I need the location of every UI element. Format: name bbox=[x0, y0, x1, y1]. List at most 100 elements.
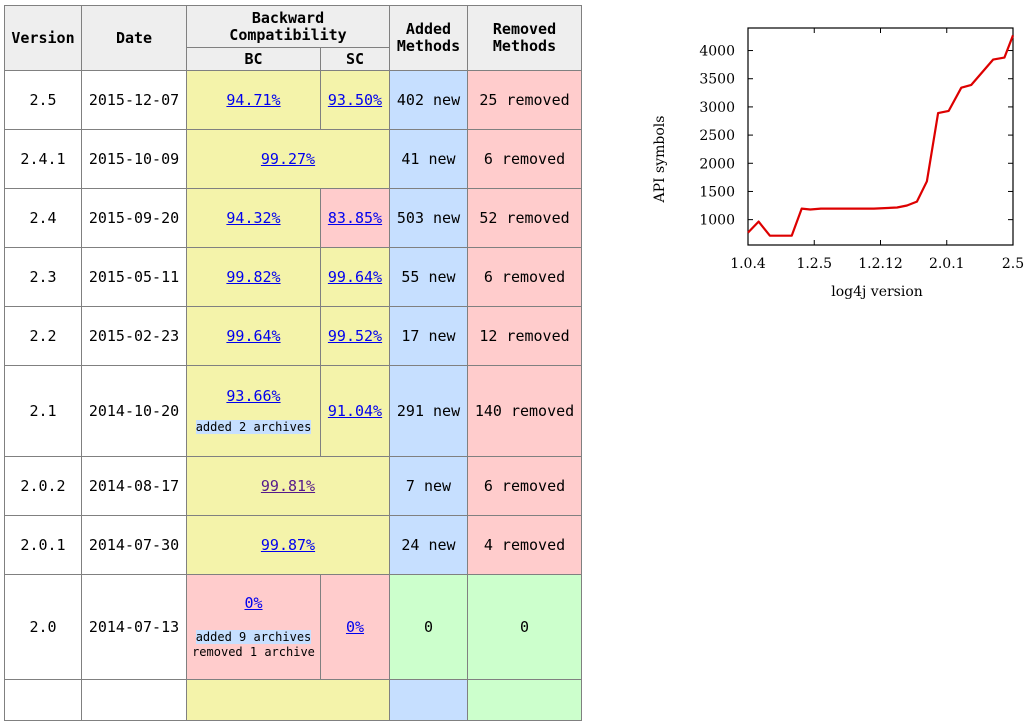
removed-cell bbox=[467, 679, 582, 721]
bc-report-link[interactable]: 94.71% bbox=[226, 91, 281, 109]
bc-report-link[interactable]: 93.66% bbox=[226, 387, 281, 405]
y-tick-label: 4000 bbox=[699, 44, 735, 60]
removed-cell: 140 removed bbox=[467, 365, 582, 457]
added-cell: 41 new bbox=[389, 129, 468, 189]
removed-cell: 6 removed bbox=[467, 247, 582, 307]
y-axis-label: API symbols bbox=[652, 116, 668, 204]
header-version: Version bbox=[4, 5, 82, 71]
added-cell: 503 new bbox=[389, 188, 468, 248]
x-tick-label: 1.0.4 bbox=[730, 256, 766, 272]
sc-cell: 99.64% bbox=[320, 247, 390, 307]
bc-merged-cell: 99.27% bbox=[186, 129, 390, 189]
series-line-api-symbols bbox=[747, 34, 1015, 237]
bc-report-link[interactable]: 99.82% bbox=[226, 268, 281, 286]
removed-cell: 25 removed bbox=[467, 70, 582, 130]
version-cell: 2.5 bbox=[4, 70, 82, 130]
version-cell: 2.0.1 bbox=[4, 515, 82, 575]
bc-report-link[interactable]: 94.32% bbox=[226, 209, 281, 227]
sc-report-link[interactable]: 93.50% bbox=[327, 91, 383, 109]
header-bc: BC bbox=[186, 47, 321, 71]
x-tick-label: 1.2.5 bbox=[796, 256, 832, 272]
sc-cell: 83.85% bbox=[320, 188, 390, 248]
bc-report-link[interactable]: 0% bbox=[244, 594, 263, 612]
date-cell: 2014-10-20 bbox=[81, 365, 187, 457]
version-cell: 2.2 bbox=[4, 306, 82, 366]
table-row-partial bbox=[4, 679, 582, 721]
date-cell: 2014-07-13 bbox=[81, 574, 187, 680]
date-cell: 2015-10-09 bbox=[81, 129, 187, 189]
added-cell: 55 new bbox=[389, 247, 468, 307]
x-tick-label: 2.0.1 bbox=[929, 256, 965, 272]
sc-cell: 93.50% bbox=[320, 70, 390, 130]
version-cell: 2.4 bbox=[4, 188, 82, 248]
version-cell bbox=[4, 679, 82, 721]
table-row: 2.0 2014-07-13 0% added 9 archives remove… bbox=[4, 574, 582, 680]
table-row: 2.0.1 2014-07-30 99.87% 24 new 4 removed bbox=[4, 515, 582, 575]
added-archives-note: added 9 archives bbox=[195, 630, 312, 644]
bc-cell: 94.32% bbox=[186, 188, 321, 248]
removed-archives-note: removed 1 archive bbox=[192, 645, 315, 659]
removed-cell: 6 removed bbox=[467, 129, 582, 189]
added-cell: 17 new bbox=[389, 306, 468, 366]
table-row: 2.1 2014-10-20 93.66% added 2 archives 9… bbox=[4, 365, 582, 457]
sc-report-link[interactable]: 83.85% bbox=[327, 209, 383, 227]
archive-note: added 2 archives bbox=[195, 420, 312, 435]
removed-cell: 6 removed bbox=[467, 456, 582, 516]
bc-report-link[interactable]: 99.27% bbox=[260, 150, 316, 168]
y-tick-label: 2500 bbox=[699, 128, 735, 144]
bc-cell: 93.66% added 2 archives bbox=[186, 365, 321, 457]
table-row: 2.4.1 2015-10-09 99.27% 41 new 6 removed bbox=[4, 129, 582, 189]
table-row: 2.4 2015-09-20 94.32% 83.85% 503 new 52 … bbox=[4, 188, 582, 248]
version-cell: 2.1 bbox=[4, 365, 82, 457]
header-sc: SC bbox=[320, 47, 390, 71]
removed-cell: 4 removed bbox=[467, 515, 582, 575]
added-archives-note: added 2 archives bbox=[195, 420, 312, 434]
sc-report-link[interactable]: 99.64% bbox=[327, 268, 383, 286]
y-tick-label: 1500 bbox=[699, 184, 735, 200]
version-cell: 2.0.2 bbox=[4, 456, 82, 516]
x-tick-label: 1.2.12 bbox=[858, 256, 903, 272]
table-row: 2.2 2015-02-23 99.64% 99.52% 17 new 12 r… bbox=[4, 306, 582, 366]
header-backward-compatibility: Backward Compatibility bbox=[186, 5, 390, 48]
bc-report-link[interactable]: 99.87% bbox=[260, 536, 316, 554]
bc-cell: 99.82% bbox=[186, 247, 321, 307]
bc-cell: 94.71% bbox=[186, 70, 321, 130]
date-cell: 2015-09-20 bbox=[81, 188, 187, 248]
version-cell: 2.0 bbox=[4, 574, 82, 680]
sc-report-link[interactable]: 91.04% bbox=[327, 402, 383, 420]
x-axis-label: log4j version bbox=[831, 284, 923, 300]
date-cell: 2014-08-17 bbox=[81, 456, 187, 516]
removed-cell: 12 removed bbox=[467, 306, 582, 366]
date-cell: 2015-12-07 bbox=[81, 70, 187, 130]
added-cell bbox=[389, 679, 468, 721]
bc-report-link[interactable]: 99.64% bbox=[226, 327, 281, 345]
y-tick-label: 3000 bbox=[699, 100, 735, 116]
sc-report-link[interactable]: 99.52% bbox=[327, 327, 383, 345]
removed-cell: 0 bbox=[467, 574, 582, 680]
table-row: 2.0.2 2014-08-17 99.81% 7 new 6 removed bbox=[4, 456, 582, 516]
x-tick-label: 2.5 bbox=[1002, 256, 1024, 272]
header-date: Date bbox=[81, 5, 187, 71]
sc-cell: 99.52% bbox=[320, 306, 390, 366]
bc-merged-cell: 99.81% bbox=[186, 456, 390, 516]
table-row: 2.5 2015-12-07 94.71% 93.50% 402 new 25 … bbox=[4, 70, 582, 130]
y-axis-ticks: 1000 1500 2000 2500 3000 3500 4000 bbox=[699, 44, 1013, 229]
table-row: 2.3 2015-05-11 99.82% 99.64% 55 new 6 re… bbox=[4, 247, 582, 307]
chart-axes bbox=[747, 27, 1014, 246]
added-cell: 0 bbox=[389, 574, 468, 680]
added-cell: 24 new bbox=[389, 515, 468, 575]
y-tick-label: 3500 bbox=[699, 72, 735, 88]
sc-report-link[interactable]: 0% bbox=[345, 618, 365, 636]
bc-report-link[interactable]: 99.81% bbox=[260, 477, 316, 495]
archive-note: added 9 archives removed 1 archive bbox=[192, 630, 315, 660]
bc-cell: 0% added 9 archives removed 1 archive bbox=[186, 574, 321, 680]
y-tick-label: 1000 bbox=[699, 213, 735, 229]
removed-cell: 52 removed bbox=[467, 188, 582, 248]
header-removed-methods: Removed Methods bbox=[467, 5, 582, 71]
api-symbols-chart: 1000 1500 2000 2500 3000 3500 4000 1.0.4 1.2.5 1… bbox=[652, 27, 1024, 300]
date-cell: 2015-02-23 bbox=[81, 306, 187, 366]
added-cell: 402 new bbox=[389, 70, 468, 130]
bc-cell: 99.64% bbox=[186, 306, 321, 366]
y-tick-label: 2000 bbox=[699, 156, 735, 172]
date-cell: 2015-05-11 bbox=[81, 247, 187, 307]
